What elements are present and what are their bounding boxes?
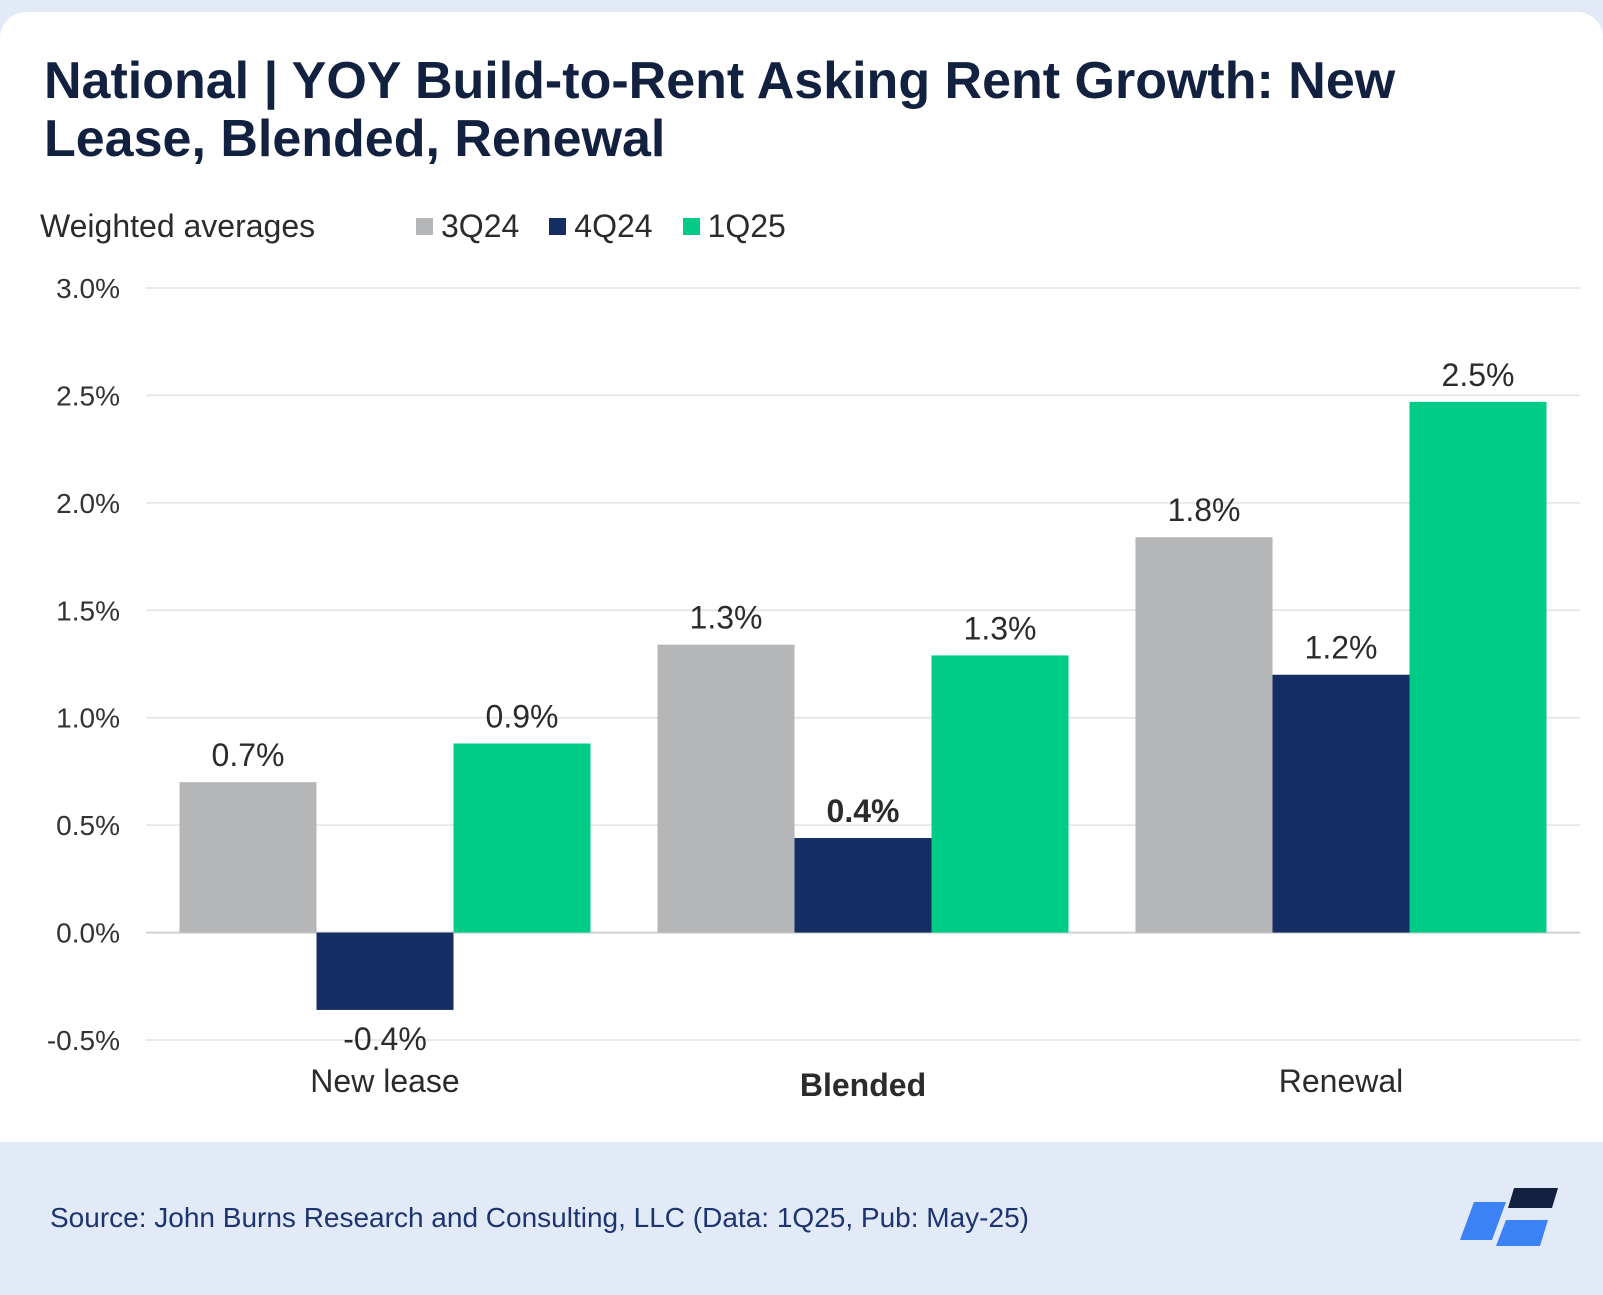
legend-item-4q24: 4Q24 — [549, 208, 653, 245]
legend-label-4q24: 4Q24 — [574, 208, 653, 244]
x-category-label: Blended — [800, 1067, 926, 1103]
legend-swatch-3q24 — [416, 218, 433, 235]
y-tick-label: 2.5% — [56, 380, 120, 411]
data-label: 0.7% — [212, 737, 285, 773]
legend-swatch-1q25 — [682, 218, 700, 235]
data-label: -0.4% — [343, 1021, 427, 1057]
data-label: 1.2% — [1305, 630, 1378, 666]
bar — [794, 838, 932, 933]
bar — [1272, 674, 1410, 933]
source-note: Source: John Burns Research and Consulti… — [50, 1202, 1029, 1233]
x-category-label: New lease — [310, 1063, 459, 1099]
data-label: 0.4% — [827, 793, 900, 829]
x-category-label: Renewal — [1279, 1063, 1404, 1099]
legend-swatch-4q24 — [549, 218, 567, 235]
chart-title: National | YOY Build-to-Rent Asking Rent… — [44, 52, 1396, 168]
legend-item-3q24: 3Q24 — [416, 208, 519, 245]
y-tick-label: 0.0% — [56, 918, 120, 949]
data-label: 1.8% — [1168, 492, 1241, 528]
john-burns-logo-icon — [1460, 1188, 1558, 1246]
footer: Source: John Burns Research and Consulti… — [0, 1142, 1603, 1295]
bar — [1135, 537, 1273, 933]
data-label: 1.3% — [690, 600, 763, 636]
chart-card: National | YOY Build-to-Rent Asking Rent… — [0, 12, 1603, 1142]
bar — [657, 644, 795, 933]
y-tick-label: 3.0% — [56, 273, 120, 304]
chart-subtitle: Weighted averages — [40, 208, 316, 244]
logo-shape-top-right — [1508, 1188, 1558, 1208]
logo-shape-top-left — [1460, 1202, 1506, 1240]
y-tick-label: 2.0% — [56, 488, 120, 519]
bar — [453, 743, 591, 933]
y-tick-label: 1.0% — [56, 703, 120, 734]
data-label: 1.3% — [964, 610, 1037, 646]
y-tick-label: 1.5% — [56, 595, 120, 626]
data-label: 2.5% — [1442, 357, 1515, 393]
bar — [316, 932, 454, 1010]
bar — [931, 655, 1069, 933]
legend-label-1q25: 1Q25 — [707, 208, 786, 244]
legend-item-1q25: 1Q25 — [682, 208, 786, 245]
logo-shape-bottom-right — [1496, 1220, 1548, 1246]
legend: 3Q24 4Q24 1Q25 — [416, 208, 786, 245]
y-tick-label: -0.5% — [47, 1025, 120, 1056]
data-label: 0.9% — [486, 698, 559, 734]
legend-label-3q24: 3Q24 — [441, 208, 520, 244]
y-tick-label: 0.5% — [56, 810, 120, 841]
bar — [1409, 401, 1547, 933]
bar-chart: -0.5% 0.0% 0.5% 1.0% 1.5% 2.0% 2.5% 3.0% 0.7% -0.… — [47, 273, 1580, 1103]
bar — [179, 782, 317, 933]
